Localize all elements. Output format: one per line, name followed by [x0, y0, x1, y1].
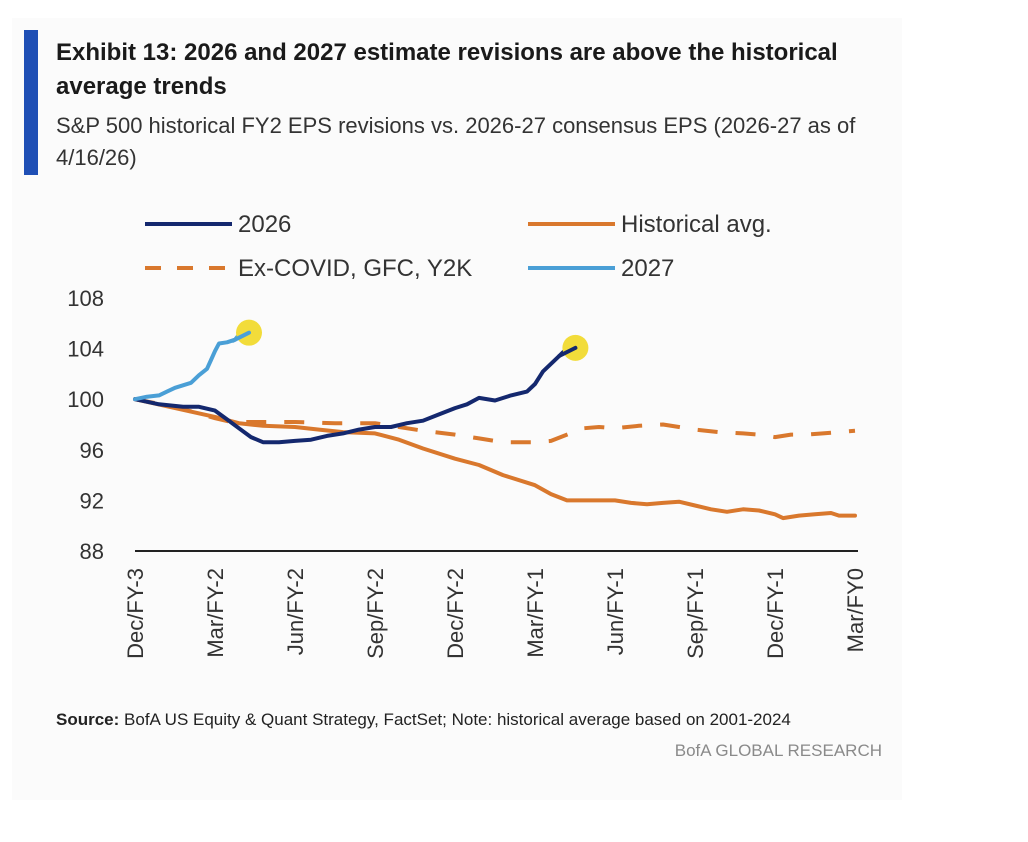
- legend: 2026 Historical avg. Ex-COVID, GFC, Y2K 202…: [145, 211, 772, 282]
- y-tick-label: 88: [80, 539, 104, 564]
- series-line-2027: [133, 332, 241, 402]
- x-tick-label: Mar/FY-1: [523, 568, 548, 658]
- series-line-2026: [133, 347, 568, 445]
- source-note: Source: BofA US Equity & Quant Strategy,…: [56, 710, 896, 730]
- x-tick-label: Sep/FY-2: [363, 568, 388, 659]
- legend-label: 2026: [238, 211, 291, 238]
- plot-area: [133, 319, 857, 521]
- chart-title: Exhibit 13: 2026 and 2027 estimate revis…: [56, 39, 838, 100]
- x-tick-label: Dec/FY-3: [123, 568, 148, 659]
- y-axis: 88 92 96 100 104 108: [67, 286, 104, 564]
- x-tick-label: Sep/FY-1: [683, 568, 708, 659]
- series-line-historical-avg: [133, 397, 857, 521]
- legend-label: Historical avg.: [621, 211, 772, 238]
- legend-label: Ex-COVID, GFC, Y2K: [238, 255, 472, 282]
- accent-bar: [24, 30, 38, 175]
- source-text: BofA US Equity & Quant Strategy, FactSet…: [119, 710, 791, 729]
- endpoint-stub: [231, 330, 251, 343]
- x-tick-label: Mar/FY-2: [203, 568, 228, 658]
- y-tick-label: 100: [67, 387, 104, 412]
- y-tick-label: 108: [67, 286, 104, 311]
- source-label: Source:: [56, 710, 120, 729]
- brand-label: BofA GLOBAL RESEARCH: [674, 741, 882, 760]
- y-tick-label: 96: [80, 438, 104, 463]
- x-tick-label: Dec/FY-1: [763, 568, 788, 659]
- y-tick-label: 104: [67, 337, 104, 362]
- x-tick-label: Dec/FY-2: [443, 568, 468, 659]
- y-tick-label: 92: [80, 488, 104, 513]
- legend-label: 2027: [621, 255, 674, 282]
- endpoint-stub: [557, 345, 578, 358]
- x-axis: Dec/FY-3 Mar/FY-2 Jun/FY-2 Sep/FY-2 Dec/FY-2…: [123, 550, 868, 659]
- x-tick-label: Mar/FY0: [843, 568, 868, 652]
- series-line-ex-covid-gfc-y2k: [134, 397, 856, 445]
- x-tick-label: Jun/FY-2: [283, 568, 308, 655]
- x-tick-label: Jun/FY-1: [603, 568, 628, 655]
- chart-subtitle: S&P 500 historical FY2 EPS revisions vs.…: [56, 113, 856, 170]
